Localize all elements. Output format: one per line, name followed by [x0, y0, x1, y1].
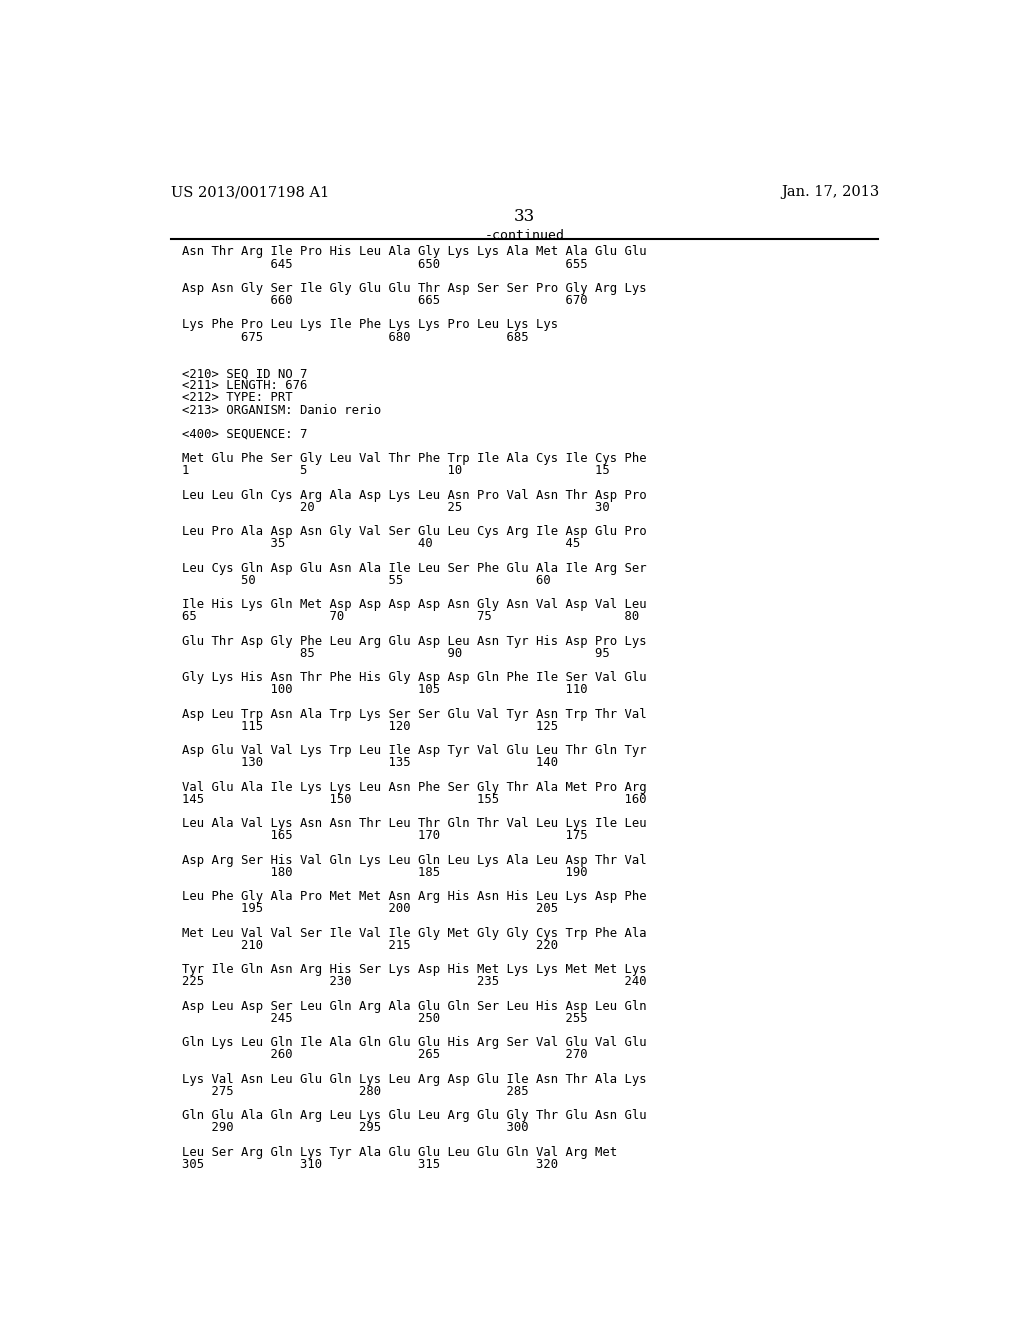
Text: Gln Lys Leu Gln Ile Ala Gln Glu Glu His Arg Ser Val Glu Val Glu: Gln Lys Leu Gln Ile Ala Gln Glu Glu His …	[182, 1036, 647, 1049]
Text: 210                 215                 220: 210 215 220	[182, 939, 558, 952]
Text: 260                 265                 270: 260 265 270	[182, 1048, 588, 1061]
Text: 35                  40                  45: 35 40 45	[182, 537, 581, 550]
Text: 645                 650                 655: 645 650 655	[182, 257, 588, 271]
Text: Met Leu Val Val Ser Ile Val Ile Gly Met Gly Gly Cys Trp Phe Ala: Met Leu Val Val Ser Ile Val Ile Gly Met …	[182, 927, 647, 940]
Text: Leu Phe Gly Ala Pro Met Met Asn Arg His Asn His Leu Lys Asp Phe: Leu Phe Gly Ala Pro Met Met Asn Arg His …	[182, 890, 647, 903]
Text: Asp Asn Gly Ser Ile Gly Glu Glu Thr Asp Ser Ser Pro Gly Arg Lys: Asp Asn Gly Ser Ile Gly Glu Glu Thr Asp …	[182, 282, 647, 294]
Text: -continued: -continued	[484, 230, 565, 243]
Text: Asp Leu Asp Ser Leu Gln Arg Ala Glu Gln Ser Leu His Asp Leu Gln: Asp Leu Asp Ser Leu Gln Arg Ala Glu Gln …	[182, 999, 647, 1012]
Text: Leu Leu Gln Cys Arg Ala Asp Lys Leu Asn Pro Val Asn Thr Asp Pro: Leu Leu Gln Cys Arg Ala Asp Lys Leu Asn …	[182, 488, 647, 502]
Text: 245                 250                 255: 245 250 255	[182, 1012, 588, 1024]
Text: 675                 680             685: 675 680 685	[182, 330, 528, 343]
Text: 165                 170                 175: 165 170 175	[182, 829, 588, 842]
Text: <213> ORGANISM: Danio rerio: <213> ORGANISM: Danio rerio	[182, 404, 381, 417]
Text: Val Glu Ala Ile Lys Lys Leu Asn Phe Ser Gly Thr Ala Met Pro Arg: Val Glu Ala Ile Lys Lys Leu Asn Phe Ser …	[182, 780, 647, 793]
Text: Asp Leu Trp Asn Ala Trp Lys Ser Ser Glu Val Tyr Asn Trp Thr Val: Asp Leu Trp Asn Ala Trp Lys Ser Ser Glu …	[182, 708, 647, 721]
Text: 660                 665                 670: 660 665 670	[182, 294, 588, 308]
Text: Asp Arg Ser His Val Gln Lys Leu Gln Leu Lys Ala Leu Asp Thr Val: Asp Arg Ser His Val Gln Lys Leu Gln Leu …	[182, 854, 647, 867]
Text: <212> TYPE: PRT: <212> TYPE: PRT	[182, 392, 293, 404]
Text: Gln Glu Ala Gln Arg Leu Lys Glu Leu Arg Glu Gly Thr Glu Asn Glu: Gln Glu Ala Gln Arg Leu Lys Glu Leu Arg …	[182, 1109, 647, 1122]
Text: Asp Glu Val Val Lys Trp Leu Ile Asp Tyr Val Glu Leu Thr Gln Tyr: Asp Glu Val Val Lys Trp Leu Ile Asp Tyr …	[182, 744, 647, 758]
Text: <211> LENGTH: 676: <211> LENGTH: 676	[182, 379, 307, 392]
Text: Tyr Ile Gln Asn Arg His Ser Lys Asp His Met Lys Lys Met Met Lys: Tyr Ile Gln Asn Arg His Ser Lys Asp His …	[182, 964, 647, 977]
Text: 195                 200                 205: 195 200 205	[182, 903, 558, 915]
Text: Lys Phe Pro Leu Lys Ile Phe Lys Lys Pro Leu Lys Lys: Lys Phe Pro Leu Lys Ile Phe Lys Lys Pro …	[182, 318, 558, 331]
Text: 275                 280                 285: 275 280 285	[182, 1085, 528, 1098]
Text: 115                 120                 125: 115 120 125	[182, 719, 558, 733]
Text: Gly Lys His Asn Thr Phe His Gly Asp Asp Gln Phe Ile Ser Val Glu: Gly Lys His Asn Thr Phe His Gly Asp Asp …	[182, 671, 647, 684]
Text: Jan. 17, 2013: Jan. 17, 2013	[781, 185, 880, 199]
Text: Leu Ser Arg Gln Lys Tyr Ala Glu Glu Leu Glu Gln Val Arg Met: Leu Ser Arg Gln Lys Tyr Ala Glu Glu Leu …	[182, 1146, 617, 1159]
Text: Ile His Lys Gln Met Asp Asp Asp Asp Asn Gly Asn Val Asp Val Leu: Ile His Lys Gln Met Asp Asp Asp Asp Asn …	[182, 598, 647, 611]
Text: 145                 150                 155                 160: 145 150 155 160	[182, 793, 647, 807]
Text: 100                 105                 110: 100 105 110	[182, 684, 588, 697]
Text: <400> SEQUENCE: 7: <400> SEQUENCE: 7	[182, 428, 307, 441]
Text: <210> SEQ ID NO 7: <210> SEQ ID NO 7	[182, 367, 307, 380]
Text: 50                  55                  60: 50 55 60	[182, 574, 551, 587]
Text: 305             310             315             320: 305 310 315 320	[182, 1158, 558, 1171]
Text: 180                 185                 190: 180 185 190	[182, 866, 588, 879]
Text: Leu Ala Val Lys Asn Asn Thr Leu Thr Gln Thr Val Leu Lys Ile Leu: Leu Ala Val Lys Asn Asn Thr Leu Thr Gln …	[182, 817, 647, 830]
Text: 85                  90                  95: 85 90 95	[182, 647, 610, 660]
Text: 1               5                   10                  15: 1 5 10 15	[182, 465, 610, 478]
Text: Asn Thr Arg Ile Pro His Leu Ala Gly Lys Lys Ala Met Ala Glu Glu: Asn Thr Arg Ile Pro His Leu Ala Gly Lys …	[182, 246, 647, 259]
Text: Glu Thr Asp Gly Phe Leu Arg Glu Asp Leu Asn Tyr His Asp Pro Lys: Glu Thr Asp Gly Phe Leu Arg Glu Asp Leu …	[182, 635, 647, 648]
Text: Lys Val Asn Leu Glu Gln Lys Leu Arg Asp Glu Ile Asn Thr Ala Lys: Lys Val Asn Leu Glu Gln Lys Leu Arg Asp …	[182, 1073, 647, 1085]
Text: 130                 135                 140: 130 135 140	[182, 756, 558, 770]
Text: 225                 230                 235                 240: 225 230 235 240	[182, 975, 647, 989]
Text: 290                 295                 300: 290 295 300	[182, 1122, 528, 1134]
Text: 65                  70                  75                  80: 65 70 75 80	[182, 610, 640, 623]
Text: 33: 33	[514, 209, 536, 226]
Text: Leu Cys Gln Asp Glu Asn Ala Ile Leu Ser Phe Glu Ala Ile Arg Ser: Leu Cys Gln Asp Glu Asn Ala Ile Leu Ser …	[182, 562, 647, 574]
Text: 20                  25                  30: 20 25 30	[182, 500, 610, 513]
Text: US 2013/0017198 A1: US 2013/0017198 A1	[171, 185, 329, 199]
Text: Met Glu Phe Ser Gly Leu Val Thr Phe Trp Ile Ala Cys Ile Cys Phe: Met Glu Phe Ser Gly Leu Val Thr Phe Trp …	[182, 453, 647, 465]
Text: Leu Pro Ala Asp Asn Gly Val Ser Glu Leu Cys Arg Ile Asp Glu Pro: Leu Pro Ala Asp Asn Gly Val Ser Glu Leu …	[182, 525, 647, 539]
